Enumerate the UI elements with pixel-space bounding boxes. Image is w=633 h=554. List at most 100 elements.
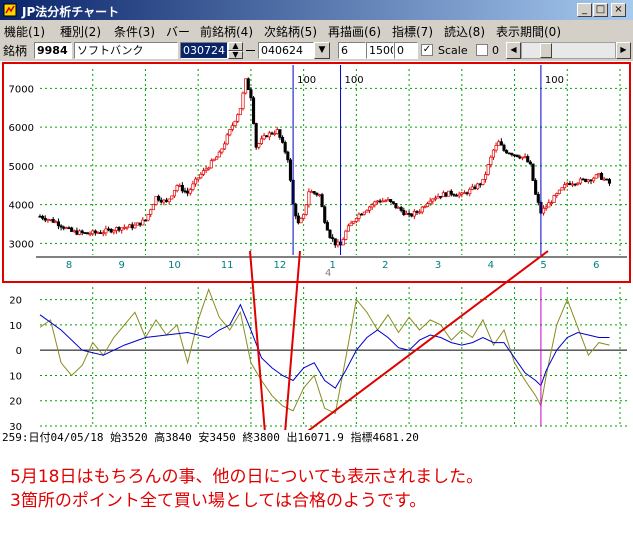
candle-body bbox=[557, 189, 561, 194]
candle-body bbox=[552, 195, 556, 203]
candle-body bbox=[507, 152, 511, 155]
price-y-tick-label: 4000 bbox=[9, 201, 34, 212]
candle-body bbox=[141, 219, 145, 226]
status-line: 259:日付04/05/18 始3520 高3840 安3450 終3800 出… bbox=[2, 431, 419, 444]
title-bar: JP法分析チャート _ □ × bbox=[0, 0, 633, 20]
period-scrollbar-track[interactable] bbox=[521, 42, 616, 59]
date-up-button[interactable]: ▲ bbox=[228, 42, 243, 51]
scale-checkbox[interactable]: ✓ bbox=[421, 44, 433, 56]
menu-item-display-period[interactable]: 表示期間(0) bbox=[496, 25, 561, 39]
candle-body bbox=[167, 198, 171, 203]
minimize-button[interactable]: _ bbox=[577, 3, 592, 17]
close-button[interactable]: × bbox=[611, 3, 626, 17]
candle-body bbox=[275, 129, 279, 134]
indicator-grid bbox=[40, 287, 627, 427]
menu-item-indicator[interactable]: 指標(7) bbox=[392, 25, 433, 39]
candle-body bbox=[352, 220, 356, 224]
candle-body bbox=[375, 200, 380, 203]
period-field[interactable]: 6 bbox=[338, 42, 366, 59]
candle-body bbox=[494, 144, 498, 151]
candle-body bbox=[341, 239, 345, 246]
menu-item-bar[interactable]: バー bbox=[166, 25, 191, 39]
candle-body bbox=[251, 97, 256, 124]
candle-body bbox=[309, 191, 314, 193]
candle-body bbox=[125, 226, 129, 229]
date-to-field[interactable]: 040624 bbox=[258, 42, 314, 59]
candle-body bbox=[188, 189, 192, 194]
candle-body bbox=[505, 150, 509, 154]
menu-item-function[interactable]: 機能(1) bbox=[4, 25, 45, 39]
candle-body bbox=[230, 125, 235, 130]
menu-item-type[interactable]: 種別(2) bbox=[60, 25, 101, 39]
candle-body bbox=[592, 177, 596, 182]
price-vlines: 100 100 100 bbox=[292, 65, 564, 255]
candle-body bbox=[99, 232, 103, 234]
candle-body bbox=[589, 179, 593, 182]
range-dash bbox=[246, 50, 255, 51]
candle-body bbox=[436, 196, 440, 199]
candle-body bbox=[236, 114, 240, 122]
price-candles bbox=[38, 77, 612, 248]
menu-item-redraw[interactable]: 再描画(6) bbox=[328, 25, 381, 39]
window-title: JP法分析チャート bbox=[22, 5, 120, 19]
signal-label: 100 bbox=[297, 75, 316, 86]
month-tick-label: 3 bbox=[435, 260, 441, 271]
candle-body bbox=[280, 137, 285, 143]
annotation-line-2: 3箇所のポイント全て買い場としては合格のようです。 bbox=[10, 491, 427, 511]
candle-body bbox=[254, 123, 258, 148]
candle-body bbox=[265, 135, 269, 138]
candle-body bbox=[381, 200, 385, 203]
app-icon bbox=[3, 3, 17, 17]
candle-body bbox=[220, 148, 224, 153]
candle-body bbox=[512, 154, 517, 157]
candle-body bbox=[431, 198, 435, 202]
menu-item-load[interactable]: 読込(8) bbox=[444, 25, 485, 39]
zero-checkbox[interactable] bbox=[476, 44, 488, 56]
date-from-field[interactable]: 030724 bbox=[180, 42, 228, 59]
menu-item-condition[interactable]: 条件(3) bbox=[114, 25, 155, 39]
candle-body bbox=[449, 190, 453, 195]
signal-label: 100 bbox=[545, 75, 564, 86]
maximize-button[interactable]: □ bbox=[593, 3, 608, 17]
name-field[interactable]: ソフトバンク bbox=[74, 42, 178, 59]
candle-body bbox=[404, 213, 409, 215]
candle-body bbox=[215, 156, 219, 160]
candle-body bbox=[259, 138, 264, 144]
candle-body bbox=[151, 204, 155, 211]
candle-body bbox=[154, 195, 158, 205]
price-grid bbox=[40, 69, 627, 255]
date-down-button[interactable]: ▼ bbox=[228, 51, 243, 59]
period-scrollbar-thumb[interactable] bbox=[540, 43, 552, 58]
candle-body bbox=[159, 199, 163, 203]
candle-body bbox=[257, 143, 261, 148]
candle-body bbox=[439, 196, 443, 198]
menu-item-prev-stock[interactable]: 前銘柄(4) bbox=[200, 25, 253, 39]
scroll-right-button[interactable]: ▶ bbox=[616, 42, 631, 59]
candle-body bbox=[418, 211, 422, 214]
candle-body bbox=[286, 151, 290, 161]
candle-body bbox=[394, 203, 398, 208]
dropdown-chevron-icon[interactable]: ▼ bbox=[314, 42, 330, 59]
arrow-to-may bbox=[307, 250, 549, 430]
code-field[interactable]: 9984 bbox=[34, 42, 72, 59]
candle-body bbox=[541, 207, 546, 214]
candle-body bbox=[412, 211, 416, 217]
scroll-left-button[interactable]: ◀ bbox=[506, 42, 521, 59]
zero-field[interactable]: 0 bbox=[394, 42, 418, 59]
candle-body bbox=[320, 194, 324, 208]
price-y-tick-label: 7000 bbox=[9, 84, 34, 95]
candle-body bbox=[476, 183, 480, 190]
candle-body bbox=[77, 230, 82, 235]
candle-body bbox=[323, 206, 327, 223]
candle-body bbox=[383, 200, 387, 203]
candle-body bbox=[162, 199, 166, 203]
candle-body bbox=[204, 168, 208, 171]
indicator-y-tick-label: 0 bbox=[16, 346, 22, 357]
candle-body bbox=[515, 154, 519, 158]
indicator-y-tick-label: 10 bbox=[9, 371, 22, 382]
menu-item-next-stock[interactable]: 次銘柄(5) bbox=[264, 25, 317, 39]
candle-body bbox=[172, 190, 177, 197]
candle-body bbox=[228, 129, 232, 136]
